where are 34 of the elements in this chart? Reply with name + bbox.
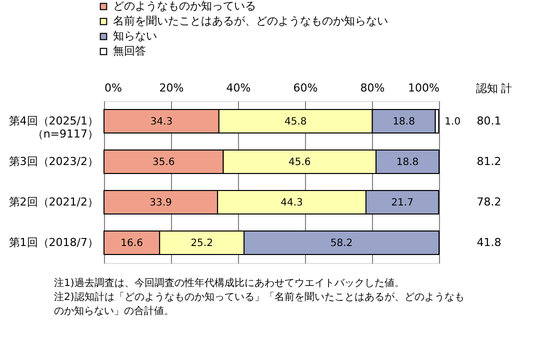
y-tick-label: 第4回（2025/1）（n=9117） — [8, 114, 98, 140]
x-tick-label: 20% — [159, 82, 184, 94]
data-label: 34.3 — [150, 116, 173, 128]
data-label: 45.6 — [288, 156, 311, 168]
x-tick-label: 80% — [360, 82, 385, 94]
legend-label: どのようなものか知っている — [113, 0, 256, 12]
text: 認知 計 — [476, 82, 512, 95]
text: 78.2 — [476, 195, 502, 208]
x-tick-label: 40% — [226, 82, 251, 94]
y-tick-label: 第1回（2018/7） — [8, 236, 98, 249]
text: 注1)過去調査は、今回調査の性年代構成比にあわせてウエイトバックした値。 — [54, 277, 404, 289]
legend-label: 無回答 — [113, 44, 146, 58]
legend-label: 知らない — [113, 30, 157, 42]
data-label: 18.8 — [396, 156, 419, 168]
data-label: 21.7 — [391, 197, 414, 208]
data-label: 35.6 — [152, 156, 175, 168]
data-label: 1.0 — [444, 116, 461, 128]
text: 80.1 — [476, 114, 502, 128]
x-tick-label: 60% — [293, 82, 318, 94]
x-tick-label: 0% — [104, 82, 122, 94]
data-label: 33.9 — [150, 197, 172, 208]
text: 41.8 — [476, 236, 502, 249]
y-tick-label: 第3回（2023/2） — [8, 154, 98, 168]
data-label: 18.8 — [392, 116, 415, 128]
data-label: 58.2 — [330, 238, 353, 249]
data-label: 44.3 — [280, 197, 303, 208]
data-label: 16.6 — [120, 238, 143, 249]
data-label: 45.8 — [284, 116, 307, 128]
legend-label: 名前を聞いたことはあるが、どのようなものか知らない — [113, 14, 388, 28]
x-tick-label: 100% — [408, 82, 440, 94]
data-label: 25.2 — [190, 238, 213, 249]
y-tick-label: 第2回（2021/2） — [8, 195, 98, 208]
text: 81.2 — [476, 154, 502, 168]
text: 注2)認知計は「どのようなものか知っている」「名前を聞いたことはあるが、どのようなものか知らない」の合計値。 — [54, 291, 464, 317]
